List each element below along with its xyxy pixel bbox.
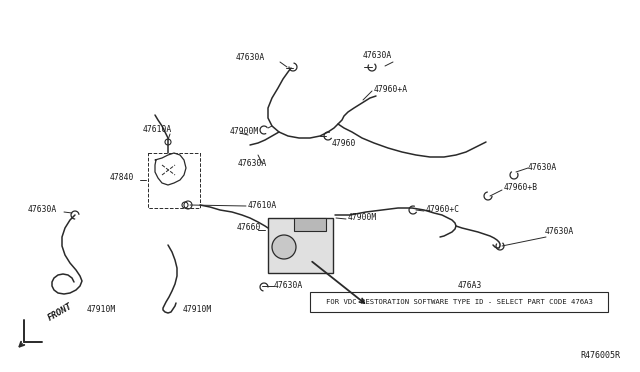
Text: 47630A: 47630A — [528, 163, 557, 171]
Text: 47630A: 47630A — [236, 52, 265, 61]
Text: 476A3: 476A3 — [458, 280, 483, 289]
Text: 47900M: 47900M — [230, 128, 259, 137]
Text: 47910M: 47910M — [183, 305, 212, 314]
Bar — [294, 218, 326, 231]
Text: 47630A: 47630A — [238, 158, 268, 167]
Text: 47630A: 47630A — [545, 228, 574, 237]
Text: 47610A: 47610A — [248, 201, 277, 209]
Text: 47900M: 47900M — [348, 214, 377, 222]
Bar — [310, 292, 608, 312]
Text: FOR VDC RESTORATION SOFTWARE TYPE ID - SELECT PART CODE 476A3: FOR VDC RESTORATION SOFTWARE TYPE ID - S… — [326, 299, 593, 305]
Text: 47960+A: 47960+A — [374, 86, 408, 94]
Text: R476005R: R476005R — [580, 351, 620, 360]
Text: 47960+B: 47960+B — [504, 183, 538, 192]
Bar — [268, 218, 333, 273]
Text: 47630A: 47630A — [28, 205, 57, 215]
Text: 47960: 47960 — [332, 140, 356, 148]
Text: 47840: 47840 — [110, 173, 134, 183]
Text: 47660: 47660 — [237, 224, 261, 232]
Text: 47630A: 47630A — [274, 280, 303, 289]
Text: 47960+C: 47960+C — [426, 205, 460, 215]
Circle shape — [272, 235, 296, 259]
Text: FRONT: FRONT — [46, 301, 74, 323]
Text: 47630A: 47630A — [363, 51, 392, 61]
Text: 47910M: 47910M — [87, 305, 116, 314]
Text: 47610A: 47610A — [143, 125, 172, 135]
